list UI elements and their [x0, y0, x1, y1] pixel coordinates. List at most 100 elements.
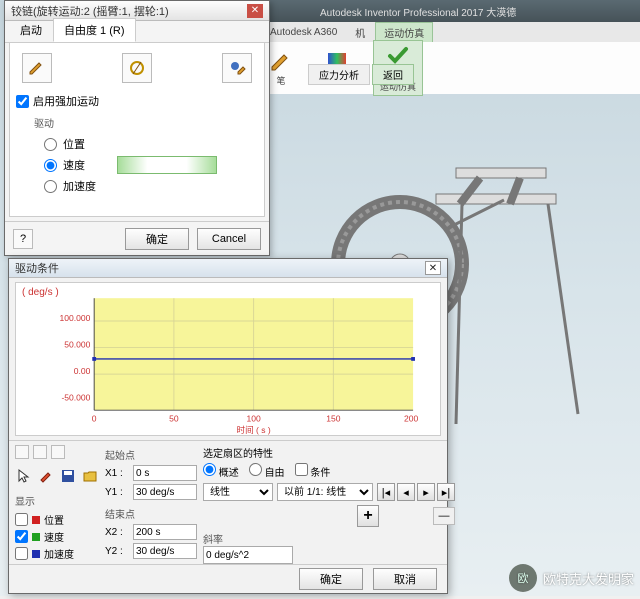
legend-item-acc: 加速度: [15, 546, 99, 561]
dlg1-tab-dof1[interactable]: 自由度 1 (R): [53, 18, 136, 42]
dialog-drive-conditions: 驱动条件 ✕ ( deg/s ) 100.000 50.000: [8, 258, 448, 594]
cursor-icon[interactable]: [15, 467, 33, 485]
nav-prev-icon[interactable]: ◂: [397, 483, 415, 501]
ribbon-tab-strip: Autodesk A360 机 运动仿真: [260, 22, 640, 42]
dlg1-ok-button[interactable]: 确定: [125, 228, 189, 250]
legend-acc-label: 加速度: [44, 546, 74, 561]
section-radio-row: 概述 自由 条件: [203, 463, 455, 479]
legend-item-pos: 位置: [15, 512, 99, 527]
y1-label: Y1 :: [105, 487, 129, 498]
watermark: 欧 欧特克大发明家: [509, 564, 634, 592]
nav-first-icon[interactable]: |◂: [377, 483, 395, 501]
y2-input[interactable]: [133, 543, 197, 559]
help-icon[interactable]: ?: [13, 229, 33, 249]
x1-input[interactable]: [133, 465, 197, 481]
sect-cond-label: 条件: [310, 468, 330, 479]
drive-chart[interactable]: ( deg/s ) 100.000 50.000 0.00 -50: [15, 282, 441, 436]
mode-icon-2[interactable]: [33, 445, 47, 459]
enable-motion-checkbox[interactable]: [16, 95, 29, 108]
dialog1-footer: ? 确定 Cancel: [5, 221, 269, 255]
svg-text:0.00: 0.00: [74, 366, 91, 376]
velocity-input-strip[interactable]: [117, 156, 217, 174]
add-section-button[interactable]: +: [357, 505, 379, 527]
x2-input[interactable]: [133, 524, 197, 540]
dialog2-body: 显示 位置 速度 加速度 起始点 X1 : Y1 : 结束点 X2 : Y2 :…: [9, 440, 447, 564]
tab-dynsim[interactable]: 运动仿真: [375, 22, 433, 42]
chart-x-label: 时间 ( s ): [237, 424, 271, 435]
legend-header: 显示: [15, 493, 99, 508]
ribbon: Autodesk Inventor Professional 2017 大漠德 …: [260, 0, 640, 92]
watermark-text: 欧特克大发明家: [543, 569, 634, 588]
svg-text:100: 100: [247, 414, 261, 424]
enable-motion-row: 启用强加运动: [16, 93, 258, 109]
legend-pos-checkbox[interactable]: [15, 513, 28, 526]
legend-acc-checkbox[interactable]: [15, 547, 28, 560]
chart-svg: 100.000 50.000 0.00 -50.000 0 50 100 150…: [16, 283, 440, 435]
dlg2-ok-button[interactable]: 确定: [299, 568, 363, 590]
dialog1-tabs: 启动 自由度 1 (R): [5, 21, 269, 43]
nav-last-icon[interactable]: ▸|: [437, 483, 455, 501]
dlg2-cancel-button[interactable]: 取消: [373, 568, 437, 590]
drive-radio-group: 位置 速度 加速度: [44, 136, 258, 194]
app-title: Autodesk Inventor Professional 2017 大漠德: [320, 4, 516, 19]
tab-a360[interactable]: Autodesk A360: [262, 25, 345, 40]
sect-radio-overview[interactable]: [203, 463, 216, 476]
sect-cond-checkbox[interactable]: [295, 463, 308, 476]
tool-gear-edit-icon[interactable]: [222, 53, 252, 83]
pencil-icon: [269, 50, 293, 74]
dlg1-cancel-button[interactable]: Cancel: [197, 228, 261, 250]
x2-label: X2 :: [105, 527, 129, 538]
mode-icon-1[interactable]: [15, 445, 29, 459]
section-header: 选定扇区的特性: [203, 445, 455, 460]
legend-vel-checkbox[interactable]: [15, 530, 28, 543]
sect-type-select[interactable]: 线性: [203, 483, 273, 501]
dlg1-toolrow: [16, 49, 258, 87]
radio-acceleration-label: 加速度: [63, 178, 96, 194]
radio-velocity-label: 速度: [63, 157, 85, 173]
dlg1-tab-start[interactable]: 启动: [9, 18, 53, 42]
sect-radio-free-label: 自由: [265, 468, 285, 479]
svg-text:200: 200: [404, 414, 418, 424]
tab-machine[interactable]: 机: [347, 23, 373, 42]
legend-item-vel: 速度: [15, 529, 99, 544]
slope-input[interactable]: [203, 546, 293, 564]
close-icon[interactable]: ✕: [247, 4, 263, 18]
svg-text:0: 0: [92, 414, 97, 424]
start-header: 起始点: [105, 447, 197, 462]
y2-label: Y2 :: [105, 546, 129, 557]
legend-vel-label: 速度: [44, 529, 64, 544]
dialog2-title: 驱动条件: [15, 260, 59, 276]
sect-radio-overview-label: 概述: [219, 468, 239, 479]
brush-icon[interactable]: [37, 467, 55, 485]
tool-edit-icon[interactable]: [22, 53, 52, 83]
legend-vel-color: [32, 533, 40, 541]
remove-section-button[interactable]: —: [433, 507, 455, 525]
radio-acceleration[interactable]: [44, 180, 57, 193]
mode-icon-3[interactable]: [51, 445, 65, 459]
subtab-return[interactable]: 返回: [372, 64, 414, 85]
app-title-bar: Autodesk Inventor Professional 2017 大漠德: [260, 0, 640, 22]
svg-text:50.000: 50.000: [64, 340, 90, 350]
section-column: 选定扇区的特性 概述 自由 条件 线性 以前 1/1: 线性 |◂ ◂ ▸ ▸|: [203, 445, 455, 564]
y1-input[interactable]: [133, 484, 197, 500]
subtab-stress[interactable]: 应力分析: [308, 64, 370, 85]
open-icon[interactable]: [81, 467, 99, 485]
radio-position-label: 位置: [63, 136, 85, 152]
chart-mode-icons: [15, 445, 99, 459]
legend-pos-color: [32, 516, 40, 524]
nav-next-icon[interactable]: ▸: [417, 483, 435, 501]
dialog2-titlebar[interactable]: 驱动条件 ✕: [9, 259, 447, 278]
radio-velocity[interactable]: [44, 159, 57, 172]
sect-prev-select[interactable]: 以前 1/1: 线性: [277, 483, 373, 501]
sect-radio-free[interactable]: [249, 463, 262, 476]
tool-spring-icon[interactable]: [122, 53, 152, 83]
file-toolbar: [15, 467, 99, 485]
radio-position[interactable]: [44, 138, 57, 151]
slope-header: 斜率: [203, 531, 455, 546]
legend-list: 位置 速度 加速度: [15, 512, 99, 561]
legend-pos-label: 位置: [44, 512, 64, 527]
save-icon[interactable]: [59, 467, 77, 485]
dialog-joint-properties: 铰链(旋转运动:2 (摇臂:1, 摆轮:1) ✕ 启动 自由度 1 (R) 启用…: [4, 0, 270, 256]
close-icon[interactable]: ✕: [425, 261, 441, 275]
legend-acc-color: [32, 550, 40, 558]
